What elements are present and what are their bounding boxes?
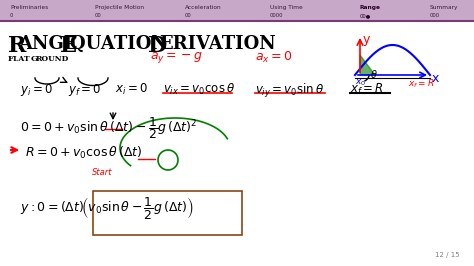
Text: Start: Start: [92, 168, 112, 177]
Text: 12 / 15: 12 / 15: [436, 252, 460, 258]
Text: $v_{iy} = v_0\sin\theta$: $v_{iy} = v_0\sin\theta$: [255, 82, 324, 100]
Text: ANGE: ANGE: [18, 35, 83, 53]
Text: y: y: [363, 33, 370, 46]
Text: F: F: [8, 55, 14, 63]
Text: $x_i = 0$: $x_i = 0$: [115, 82, 148, 97]
Text: $a_y = -g$: $a_y = -g$: [150, 50, 203, 65]
Text: $y: 0 = (\Delta t)\!\left(v_0\sin\theta - \dfrac{1}{2}g\,(\Delta t)\right)$: $y: 0 = (\Delta t)\!\left(v_0\sin\theta …: [20, 195, 194, 221]
Text: $\theta$: $\theta$: [370, 68, 378, 80]
Text: $0 = 0 + v_0 \sin\theta\,(\Delta t) - \dfrac{1}{2}g\,(\Delta t)^2$: $0 = 0 + v_0 \sin\theta\,(\Delta t) - \d…: [20, 115, 198, 141]
Text: 00●: 00●: [360, 13, 371, 18]
Text: Range: Range: [360, 5, 381, 10]
Text: D: D: [148, 35, 167, 57]
Text: Preliminaries: Preliminaries: [10, 5, 48, 10]
Text: ROUND: ROUND: [36, 55, 69, 63]
Text: 0: 0: [10, 13, 13, 18]
FancyBboxPatch shape: [0, 0, 474, 22]
Polygon shape: [360, 55, 375, 75]
Text: Projectile Motion: Projectile Motion: [95, 5, 144, 10]
Text: $x_0$: $x_0$: [355, 77, 366, 88]
FancyBboxPatch shape: [0, 22, 474, 266]
Text: $x_f = R$: $x_f = R$: [350, 82, 384, 97]
Text: $a_x = 0$: $a_x = 0$: [255, 50, 292, 65]
Text: $R = 0 + v_0\cos\theta\,(\Delta t)$: $R = 0 + v_0\cos\theta\,(\Delta t)$: [25, 145, 143, 161]
Text: 00: 00: [95, 13, 102, 18]
Text: R: R: [8, 35, 27, 57]
Text: Summary: Summary: [430, 5, 458, 10]
Text: $v_{ix} = v_0\cos\theta$: $v_{ix} = v_0\cos\theta$: [163, 82, 235, 97]
Text: Using Time: Using Time: [270, 5, 303, 10]
Text: Acceleration: Acceleration: [185, 5, 222, 10]
Text: 000: 000: [430, 13, 440, 18]
Text: QUATION: QUATION: [70, 35, 174, 53]
Text: LAT: LAT: [13, 55, 32, 63]
Text: 00: 00: [185, 13, 192, 18]
Text: $x_f = R$: $x_f = R$: [408, 77, 435, 89]
Text: E: E: [60, 35, 77, 57]
Text: $y_i = 0$: $y_i = 0$: [20, 82, 53, 98]
Text: x: x: [432, 72, 439, 85]
Text: ERIVATION: ERIVATION: [159, 35, 276, 53]
Text: $y_f = 0$: $y_f = 0$: [68, 82, 101, 98]
Text: G: G: [31, 55, 38, 63]
Text: 0000: 0000: [270, 13, 283, 18]
